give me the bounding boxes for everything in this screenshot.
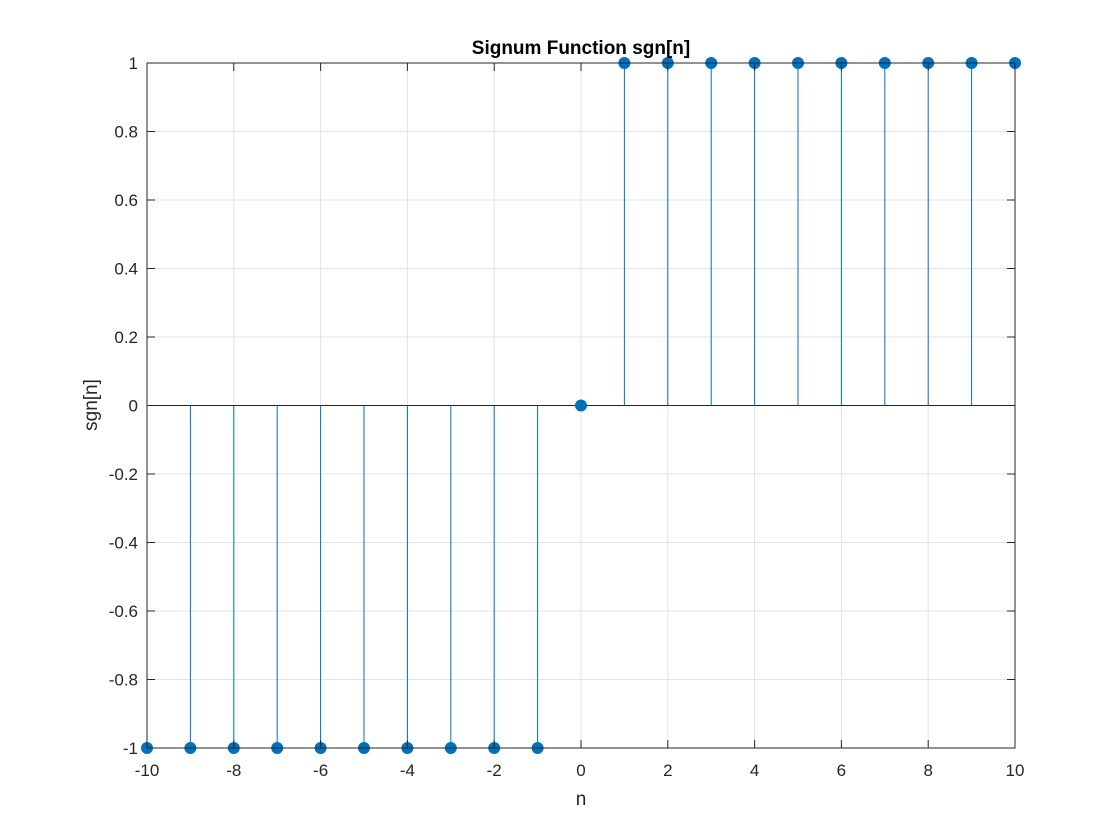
y-tick-label: 1 [129, 54, 138, 73]
x-tick-labels: -10 -8 -6 -4 -2 0 2 4 6 8 10 [135, 761, 1025, 780]
y-tick-label: -0.2 [109, 465, 138, 484]
y-tick-label: -1 [123, 739, 138, 758]
x-tick-label: -10 [135, 761, 160, 780]
y-tick-label: -0.4 [109, 534, 138, 553]
stem-series [141, 57, 1021, 754]
chart-title: Signum Function sgn[n] [472, 38, 690, 59]
x-tick-label: 4 [750, 761, 759, 780]
y-tick-label: 0.2 [114, 328, 138, 347]
x-tick-label: 0 [576, 761, 585, 780]
y-tick-label: -0.8 [109, 671, 138, 690]
tick-marks [146, 62, 1016, 749]
x-tick-label: -2 [487, 761, 502, 780]
x-tick-label: 8 [923, 761, 932, 780]
y-tick-label: 0.8 [114, 123, 138, 142]
x-tick-label: -8 [226, 761, 241, 780]
stem-marker [575, 399, 587, 412]
x-tick-label: 10 [1006, 761, 1025, 780]
x-tick-label: 2 [663, 761, 672, 780]
y-tick-label: 0.4 [114, 260, 138, 279]
y-tick-labels: -1 -0.8 -0.6 -0.4 -0.2 0 0.2 0.4 0.6 0.8 1 [109, 54, 138, 758]
x-axis-label: n [576, 789, 587, 810]
y-tick-label: 0.6 [114, 191, 138, 210]
y-tick-label: -0.6 [109, 602, 138, 621]
x-tick-label: -6 [313, 761, 328, 780]
x-tick-label: 6 [837, 761, 846, 780]
y-axis-label: sgn[n] [81, 379, 102, 431]
x-tick-label: -4 [400, 761, 415, 780]
y-tick-label: 0 [129, 397, 138, 416]
